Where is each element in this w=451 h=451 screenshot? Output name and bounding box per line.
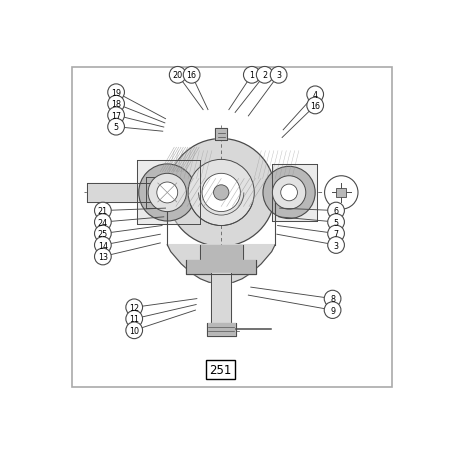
Circle shape <box>94 214 111 231</box>
Polygon shape <box>137 161 199 225</box>
Circle shape <box>183 67 199 84</box>
Circle shape <box>202 174 240 212</box>
Text: 19: 19 <box>111 88 121 97</box>
Circle shape <box>327 237 344 254</box>
Circle shape <box>323 290 340 307</box>
Text: 10: 10 <box>129 326 139 335</box>
Text: 18: 18 <box>111 100 121 109</box>
Text: 1: 1 <box>249 71 254 80</box>
Circle shape <box>125 299 142 316</box>
Circle shape <box>138 165 195 221</box>
Text: 3: 3 <box>276 71 281 80</box>
Circle shape <box>94 203 111 220</box>
Polygon shape <box>272 165 316 221</box>
Circle shape <box>243 67 260 84</box>
Text: 25: 25 <box>97 230 108 239</box>
Text: 16: 16 <box>309 102 319 110</box>
Text: 11: 11 <box>129 315 139 323</box>
Polygon shape <box>215 129 227 141</box>
Circle shape <box>280 185 297 201</box>
Circle shape <box>188 160 254 226</box>
Circle shape <box>306 98 323 115</box>
Circle shape <box>327 203 344 220</box>
Circle shape <box>272 176 305 210</box>
Text: 8: 8 <box>329 295 334 304</box>
Text: 3: 3 <box>333 241 338 250</box>
Text: 6: 6 <box>333 207 338 216</box>
Circle shape <box>107 119 124 136</box>
Circle shape <box>256 67 272 84</box>
Text: 21: 21 <box>97 207 108 216</box>
Circle shape <box>125 311 142 327</box>
Text: 12: 12 <box>129 303 139 312</box>
Polygon shape <box>199 245 242 273</box>
Circle shape <box>306 87 323 103</box>
Circle shape <box>327 226 344 242</box>
Circle shape <box>107 85 124 101</box>
Text: 2: 2 <box>262 71 267 80</box>
Polygon shape <box>167 245 275 284</box>
Polygon shape <box>206 323 235 336</box>
Text: 5: 5 <box>333 218 338 227</box>
Circle shape <box>213 185 228 201</box>
Text: 5: 5 <box>113 123 119 132</box>
Circle shape <box>94 249 111 265</box>
Polygon shape <box>186 261 255 275</box>
Text: 7: 7 <box>333 230 338 239</box>
Text: 14: 14 <box>98 241 108 250</box>
Circle shape <box>94 237 111 254</box>
Circle shape <box>169 67 186 84</box>
Circle shape <box>94 226 111 242</box>
Circle shape <box>107 96 124 113</box>
Text: 251: 251 <box>209 363 231 376</box>
Polygon shape <box>87 183 156 203</box>
Circle shape <box>270 67 286 84</box>
Bar <box>336 188 345 198</box>
Text: 13: 13 <box>98 253 108 262</box>
Polygon shape <box>146 177 156 209</box>
Text: 16: 16 <box>186 71 196 80</box>
Polygon shape <box>211 273 230 323</box>
Circle shape <box>167 139 275 247</box>
Circle shape <box>327 214 344 231</box>
Circle shape <box>323 302 340 319</box>
Circle shape <box>107 108 124 124</box>
Text: 24: 24 <box>97 218 108 227</box>
Circle shape <box>262 167 314 219</box>
Circle shape <box>125 322 142 339</box>
Text: 17: 17 <box>111 111 121 120</box>
Circle shape <box>156 183 177 203</box>
Text: 20: 20 <box>172 71 182 80</box>
Text: 4: 4 <box>312 91 317 100</box>
Circle shape <box>324 176 357 210</box>
Circle shape <box>148 174 186 212</box>
Text: 9: 9 <box>329 306 334 315</box>
